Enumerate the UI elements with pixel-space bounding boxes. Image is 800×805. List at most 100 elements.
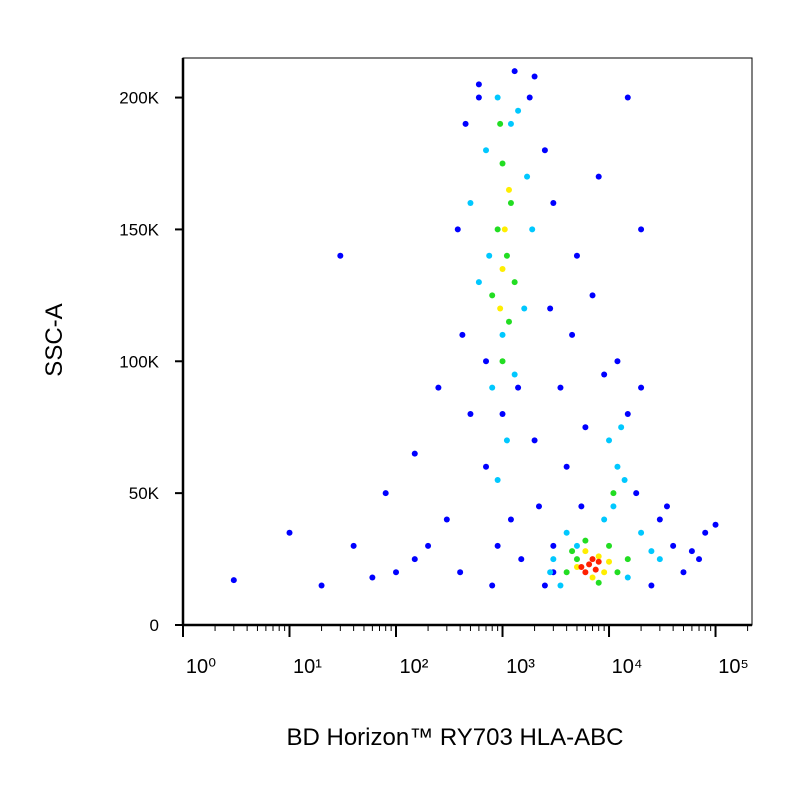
data-point — [503, 252, 510, 259]
data-point — [547, 569, 554, 576]
data-point — [230, 577, 237, 584]
data-point — [606, 437, 613, 444]
data-point — [541, 582, 548, 589]
data-point — [595, 173, 602, 180]
data-point — [680, 569, 687, 576]
data-point — [573, 556, 580, 563]
data-point — [483, 147, 490, 154]
data-point — [601, 516, 608, 523]
x-tick-label: 10³ — [506, 656, 535, 678]
data-point — [382, 490, 389, 497]
data-point — [454, 226, 461, 233]
data-point — [518, 556, 525, 563]
data-point — [638, 226, 645, 233]
data-point — [521, 305, 528, 312]
data-point — [550, 556, 557, 563]
x-tick-label: 10² — [400, 656, 429, 678]
y-tick-label: 100K — [119, 352, 159, 371]
data-point — [578, 563, 585, 570]
y-tick-label: 50K — [129, 484, 160, 503]
data-point — [618, 424, 625, 431]
data-point — [411, 450, 418, 457]
data-point — [507, 200, 514, 207]
data-point — [499, 160, 506, 167]
data-point — [489, 384, 496, 391]
data-point — [702, 529, 709, 536]
data-point — [459, 331, 466, 338]
data-point — [610, 490, 617, 497]
data-point — [614, 463, 621, 470]
data-point — [475, 279, 482, 286]
data-point — [573, 252, 580, 259]
data-point — [633, 490, 640, 497]
data-point — [578, 503, 585, 510]
data-point — [494, 94, 501, 101]
plot-frame — [182, 57, 753, 626]
data-point — [648, 548, 655, 555]
data-point — [589, 292, 596, 299]
data-point — [573, 542, 580, 549]
data-point — [663, 503, 670, 510]
data-point — [393, 569, 400, 576]
data-point — [529, 226, 536, 233]
data-point — [601, 569, 608, 576]
data-point — [457, 569, 464, 576]
data-point — [494, 542, 501, 549]
x-tick-label: 10⁴ — [612, 656, 643, 678]
data-point — [435, 384, 442, 391]
data-point — [638, 384, 645, 391]
data-point — [501, 226, 508, 233]
data-point — [606, 558, 613, 565]
data-point — [606, 542, 613, 549]
data-point — [541, 147, 548, 154]
data-point — [589, 574, 596, 581]
data-point — [557, 582, 564, 589]
data-point — [595, 558, 602, 565]
data-point — [475, 94, 482, 101]
data-point — [563, 569, 570, 576]
data-point — [505, 186, 512, 193]
x-tick-label: 10¹ — [293, 656, 322, 678]
data-point — [582, 537, 589, 544]
data-point — [601, 371, 608, 378]
x-tick-label: 10⁰ — [186, 656, 216, 678]
data-point — [563, 463, 570, 470]
data-point — [550, 200, 557, 207]
data-point — [515, 384, 522, 391]
data-point — [507, 120, 514, 127]
data-point — [511, 279, 518, 286]
data-point — [569, 331, 576, 338]
data-point — [614, 569, 621, 576]
data-point — [467, 200, 474, 207]
data-point — [670, 542, 677, 549]
data-point — [610, 503, 617, 510]
data-point — [550, 542, 557, 549]
data-point — [497, 120, 504, 127]
data-point — [589, 556, 596, 563]
data-point — [411, 556, 418, 563]
data-point — [592, 566, 599, 573]
data-point — [696, 556, 703, 563]
data-point — [494, 226, 501, 233]
data-point — [614, 358, 621, 365]
y-axis-label: SSC-A — [41, 303, 68, 376]
data-point — [638, 529, 645, 536]
y-tick-label: 150K — [119, 220, 159, 239]
data-point — [499, 265, 506, 272]
data-point — [443, 516, 450, 523]
data-point — [425, 542, 432, 549]
data-point — [712, 521, 719, 528]
data-point — [624, 556, 631, 563]
data-point — [557, 384, 564, 391]
data-point — [462, 120, 469, 127]
data-point — [624, 411, 631, 418]
data-point — [467, 411, 474, 418]
data-point — [486, 252, 493, 259]
data-point — [489, 582, 496, 589]
data-point — [494, 476, 501, 483]
data-point — [586, 561, 593, 568]
data-point — [531, 437, 538, 444]
data-point — [563, 529, 570, 536]
data-point — [526, 94, 533, 101]
